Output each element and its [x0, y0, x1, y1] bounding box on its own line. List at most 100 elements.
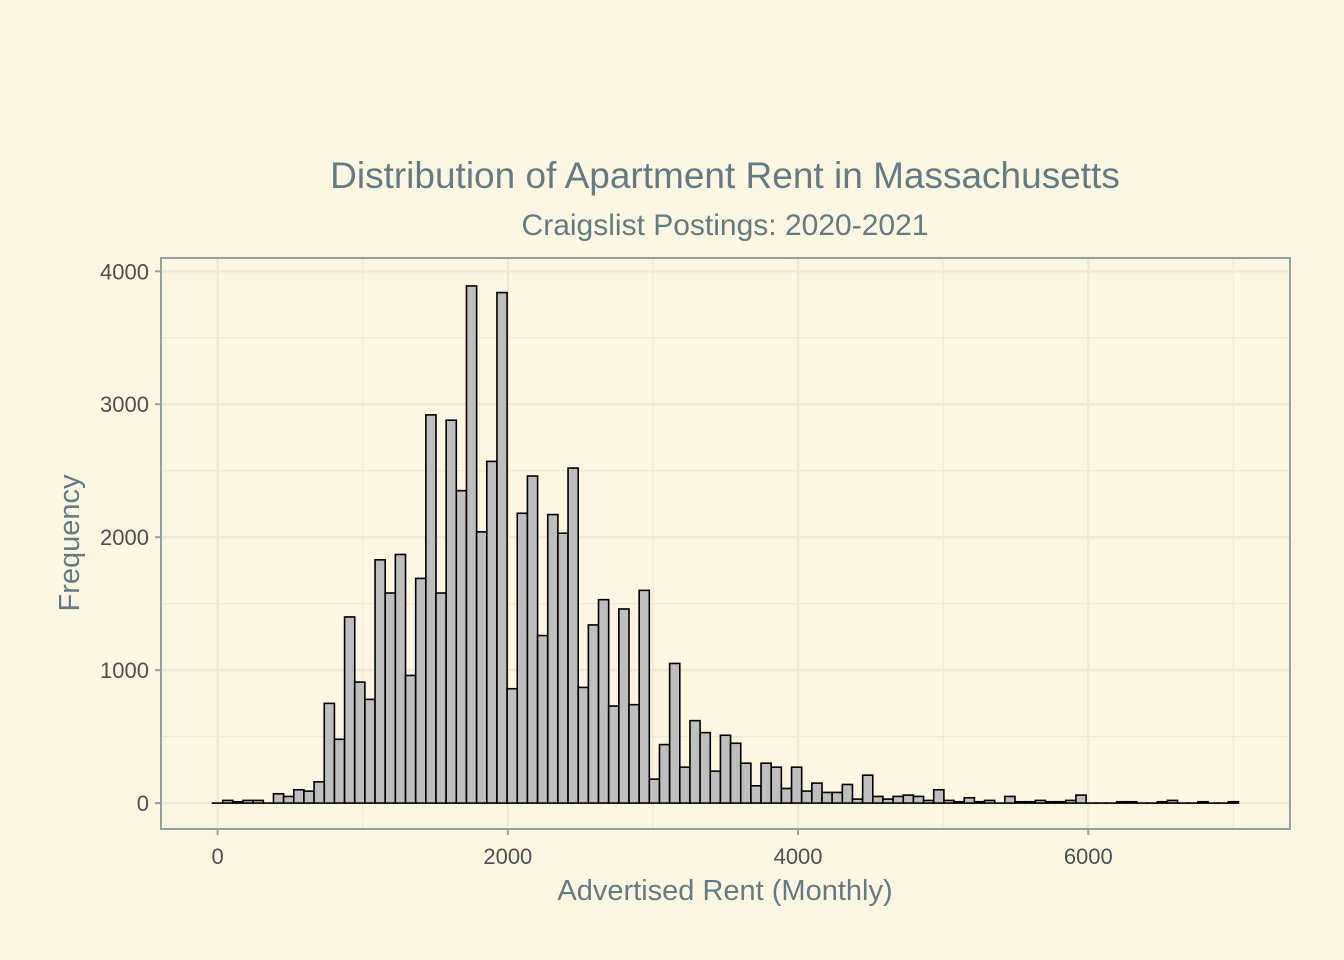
- histogram-bar: [953, 800, 966, 804]
- histogram-bar: [770, 766, 783, 804]
- chart-title: Distribution of Apartment Rent in Massac…: [330, 155, 1120, 196]
- histogram-bar: [1166, 799, 1179, 804]
- histogram-bar: [1044, 800, 1057, 804]
- histogram-bar: [973, 800, 986, 804]
- y-tick-label: 0: [137, 791, 149, 816]
- histogram-bar: [557, 532, 569, 804]
- histogram-bar: [607, 705, 620, 804]
- histogram-bar: [821, 791, 833, 804]
- histogram-bar: [699, 731, 712, 804]
- histogram-bar: [1227, 800, 1240, 804]
- histogram-bar: [892, 795, 905, 804]
- histogram-bar: [343, 616, 356, 804]
- histogram-bar: [648, 778, 661, 804]
- histogram-bar: [384, 592, 397, 804]
- histogram-bar: [292, 788, 305, 804]
- histogram-bar: [435, 592, 447, 804]
- y-tick-label: 2000: [100, 525, 149, 550]
- histogram-bar: [272, 792, 285, 804]
- histogram-bar: [394, 553, 407, 804]
- histogram-bar: [536, 634, 549, 804]
- histogram-bar: [567, 467, 580, 804]
- histogram-bar: [790, 766, 803, 804]
- histogram-bar: [800, 790, 813, 804]
- histogram-bar: [983, 799, 996, 804]
- y-tick-label: 1000: [100, 658, 149, 683]
- histogram-bar: [445, 419, 458, 804]
- histogram-bar: [1034, 799, 1047, 804]
- histogram-bar: [668, 662, 681, 804]
- histogram-bar: [242, 799, 254, 804]
- histogram-bar: [506, 687, 519, 804]
- histogram-bar: [526, 475, 539, 804]
- histogram-bar: [455, 489, 468, 804]
- histogram-bar: [232, 800, 244, 804]
- x-tick-label: 2000: [483, 844, 532, 869]
- histogram-bar: [252, 799, 265, 804]
- x-axis-ticks: 0 2000 4000 6000: [211, 829, 1113, 869]
- histogram-bar: [902, 794, 915, 804]
- y-axis-title: Frequency: [54, 474, 86, 612]
- histogram-bar: [323, 702, 336, 804]
- histogram-bar: [943, 799, 955, 804]
- y-tick-label: 3000: [100, 392, 149, 417]
- histogram-bar: [1024, 800, 1037, 804]
- histogram-bar: [729, 742, 742, 804]
- histogram-bar: [303, 790, 315, 804]
- histogram-bar: [831, 791, 844, 804]
- histogram-bar: [404, 674, 417, 804]
- histogram-bar: [465, 285, 478, 804]
- histogram-bars: [211, 285, 1240, 804]
- histogram-bar: [1075, 794, 1087, 804]
- histogram-bar: [638, 589, 651, 804]
- x-tick-label: 6000: [1064, 844, 1113, 869]
- histogram-bar: [333, 738, 346, 804]
- histogram-bar: [678, 766, 691, 804]
- x-tick-label: 0: [211, 844, 223, 869]
- histogram-bar: [587, 624, 600, 804]
- histogram-bar: [1156, 800, 1169, 804]
- histogram-bar: [618, 608, 630, 804]
- histogram-bar: [414, 577, 427, 804]
- y-tick-label: 4000: [100, 259, 149, 284]
- histogram-bar: [364, 698, 376, 804]
- histogram-bar: [597, 598, 610, 804]
- x-tick-label: 4000: [774, 844, 823, 869]
- histogram-bar: [871, 795, 884, 804]
- histogram-bar: [546, 513, 559, 804]
- x-axis-title: Advertised Rent (Monthly): [557, 875, 892, 907]
- histogram-bar: [841, 783, 854, 804]
- histogram-bar: [282, 795, 295, 804]
- histogram-bar: [485, 460, 498, 804]
- histogram-bar: [475, 531, 488, 804]
- histogram-bar: [353, 681, 366, 804]
- histogram-bar: [221, 799, 234, 804]
- histogram-bar: [963, 796, 976, 804]
- histogram-bar: [516, 512, 529, 804]
- histogram-bar: [861, 774, 874, 804]
- histogram-bar: [1115, 800, 1128, 804]
- histogram-bar: [496, 291, 508, 804]
- histogram-bar: [719, 734, 732, 804]
- chart-subtitle: Craigslist Postings: 2020-2021: [522, 209, 929, 242]
- histogram-bar: [1064, 799, 1077, 804]
- histogram-bar: [780, 787, 793, 804]
- histogram-bar: [709, 770, 722, 804]
- histogram-bar: [1125, 800, 1138, 804]
- histogram-bar: [1014, 800, 1026, 804]
- histogram-bar: [628, 703, 640, 804]
- histogram-bar: [912, 795, 925, 804]
- y-axis-ticks: 0 1000 2000 3000 4000: [100, 259, 161, 816]
- histogram-bar: [922, 799, 935, 804]
- histogram-bar: [882, 798, 894, 804]
- histogram-bar: [739, 762, 752, 804]
- histogram-bar: [750, 784, 762, 804]
- histogram-bar: [851, 798, 864, 804]
- histogram-bar: [932, 788, 945, 804]
- histogram-bar: [425, 414, 437, 804]
- panel-border: [160, 257, 1291, 830]
- histogram-bar: [1197, 800, 1209, 804]
- histogram-bar: [811, 782, 823, 804]
